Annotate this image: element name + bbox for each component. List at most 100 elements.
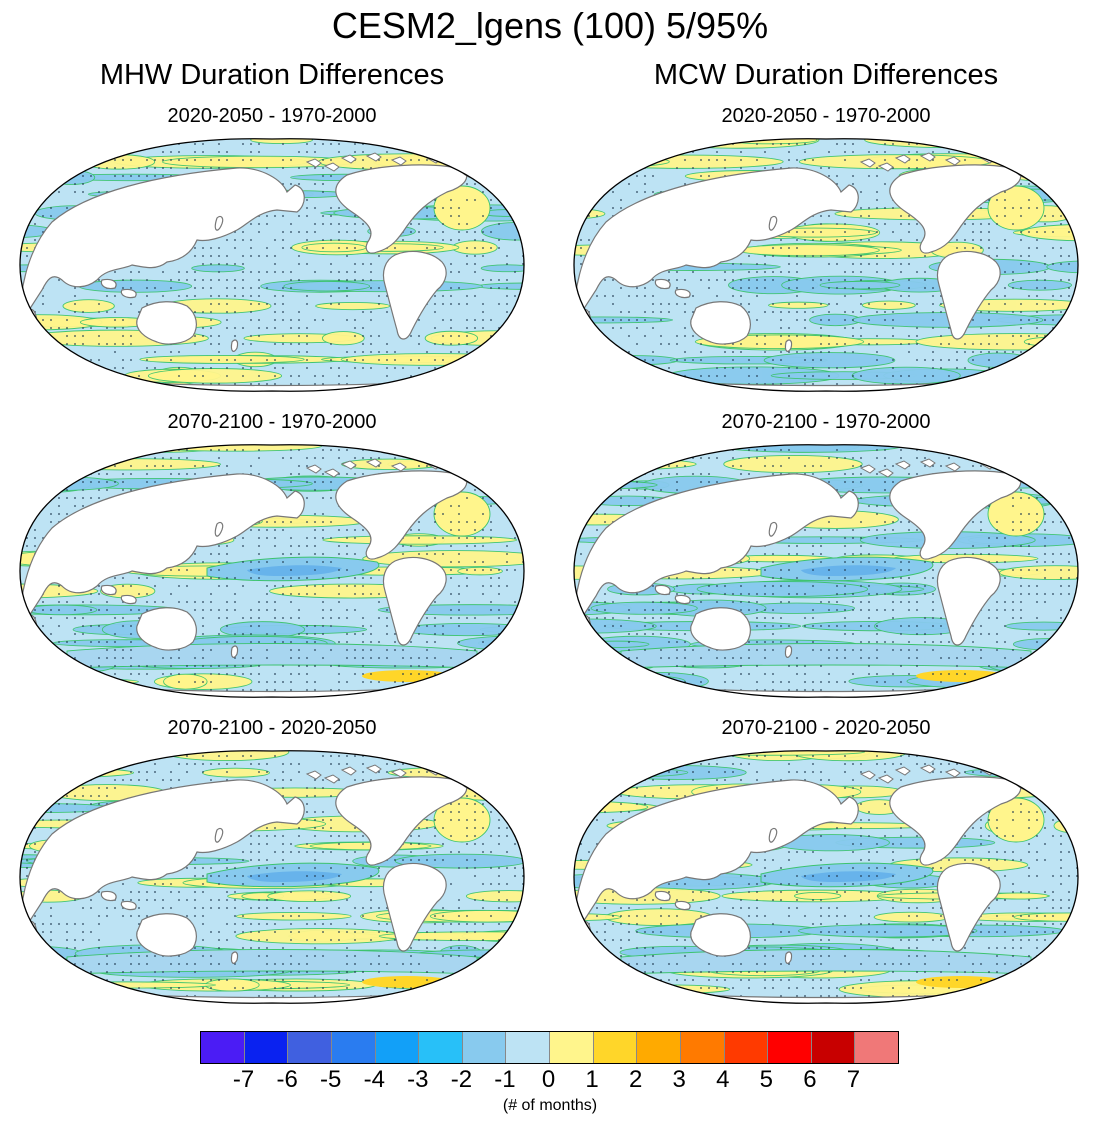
colorbar-swatch	[506, 1032, 550, 1063]
anomaly-patch	[35, 370, 117, 382]
positive-anomaly-core	[362, 670, 452, 682]
anomaly-patch	[594, 984, 731, 995]
anomaly-patch	[574, 913, 622, 922]
north-atlantic-anomaly	[433, 797, 491, 843]
arctic-island	[894, 766, 911, 776]
land-indonesia1	[654, 278, 671, 290]
anomaly-patch	[996, 444, 1051, 452]
colorbar-swatch	[462, 1032, 507, 1063]
land-greenland	[461, 769, 494, 792]
land-indonesia2	[674, 288, 691, 299]
land-northamerica	[335, 776, 468, 866]
colorbar-tick-label: -3	[407, 1066, 429, 1093]
panel-subtitle: 2070-2100 - 2020-2050	[167, 717, 377, 739]
arctic-island	[365, 764, 382, 774]
land-nz	[230, 339, 239, 352]
anomaly-patch	[1005, 621, 1078, 631]
anomaly-patch	[1023, 336, 1078, 347]
arctic-island	[390, 156, 407, 166]
land-australia	[136, 301, 197, 345]
land-greenland	[461, 463, 494, 486]
arctic-island	[340, 460, 357, 470]
positive-anomaly-core	[362, 976, 452, 988]
anomaly-patch	[723, 455, 863, 474]
panel-subtitle: 2070-2100 - 1970-2000	[167, 411, 377, 433]
land-indonesia1	[100, 278, 117, 290]
anomaly-patch	[574, 332, 597, 352]
land-greenland	[1015, 769, 1048, 792]
anomaly-patch	[20, 672, 91, 691]
colorbar-tick-label: 3	[672, 1066, 686, 1093]
anomaly-patch	[873, 911, 950, 923]
north-atlantic-anomaly	[987, 797, 1045, 843]
north-atlantic-anomaly	[433, 185, 491, 231]
anomaly-patch	[28, 981, 217, 989]
anomaly-patch	[851, 366, 961, 385]
anomaly-patch	[442, 371, 501, 381]
arctic-island	[859, 770, 876, 780]
colorbar-tick-label: 7	[846, 1066, 861, 1093]
map-outline	[573, 138, 1079, 392]
anomaly-patch	[76, 750, 159, 759]
land-southamerica	[382, 556, 447, 646]
north-atlantic-anomaly	[987, 185, 1045, 231]
colorbar-swatch	[855, 1032, 898, 1063]
arctic-island	[859, 464, 876, 474]
land-nz	[784, 645, 793, 658]
negative-anomaly-core	[247, 565, 342, 576]
anomaly-patch	[964, 766, 1078, 779]
world-map-panel	[573, 138, 1079, 392]
arctic-island	[919, 764, 936, 774]
anomaly-patch	[322, 535, 518, 545]
colorbar-tick-label: 0	[541, 1066, 556, 1093]
panel-subtitle: 2020-2050 - 1970-2000	[721, 105, 931, 127]
land-australia	[690, 913, 751, 957]
colorbar-tick-label: 4	[716, 1066, 730, 1093]
land-eurasia	[574, 779, 859, 948]
anomaly-patch	[25, 604, 98, 616]
colorbar-swatch	[637, 1032, 681, 1063]
anomaly-patch	[794, 892, 842, 900]
arctic-island	[944, 768, 961, 778]
land-indonesia1	[654, 584, 671, 596]
colorbar-tick-label: 6	[803, 1066, 817, 1093]
anomaly-patch	[861, 300, 916, 310]
land-indonesia1	[100, 890, 117, 902]
anomaly-patch	[1040, 660, 1078, 669]
colorbar	[200, 1031, 899, 1064]
anomaly-patch	[429, 909, 524, 923]
land-nz	[230, 645, 239, 658]
anomaly-patch	[78, 279, 193, 293]
anomaly-patch	[315, 301, 391, 311]
anomaly-patch	[38, 458, 222, 471]
figure-title: CESM2_lgens (100) 5/95%	[331, 5, 769, 46]
anomaly-patch	[588, 355, 679, 366]
land-indonesia1	[654, 890, 671, 902]
land-indonesia2	[120, 288, 137, 299]
column-title-mcw: MCW Duration Differences	[653, 59, 999, 91]
world-map-panel	[19, 444, 525, 698]
north-atlantic-anomaly	[987, 491, 1045, 537]
map-outline	[19, 750, 525, 1004]
arctic-island	[944, 462, 961, 472]
land-northamerica	[335, 470, 468, 560]
colorbar-tick-label: -2	[450, 1066, 473, 1093]
land-indonesia2	[674, 900, 691, 911]
land-australia	[690, 607, 751, 651]
anomaly-patch	[581, 674, 686, 688]
anomaly-patch	[23, 750, 153, 762]
land-northamerica	[889, 776, 1022, 866]
land-nz	[230, 951, 239, 964]
arctic-island	[877, 774, 894, 784]
arctic-island	[877, 468, 894, 478]
anomaly-patch	[394, 853, 524, 869]
anomaly-patch	[20, 767, 135, 779]
anomaly-patch	[20, 583, 99, 599]
colorbar-tick-label: -1	[494, 1066, 516, 1093]
arctic-island	[859, 158, 876, 168]
land-japan	[214, 215, 224, 231]
land-australia	[136, 913, 197, 957]
colorbar-swatch	[811, 1032, 856, 1063]
anomaly-patch	[1013, 912, 1078, 922]
colorbar-tick-label: -5	[320, 1066, 342, 1093]
